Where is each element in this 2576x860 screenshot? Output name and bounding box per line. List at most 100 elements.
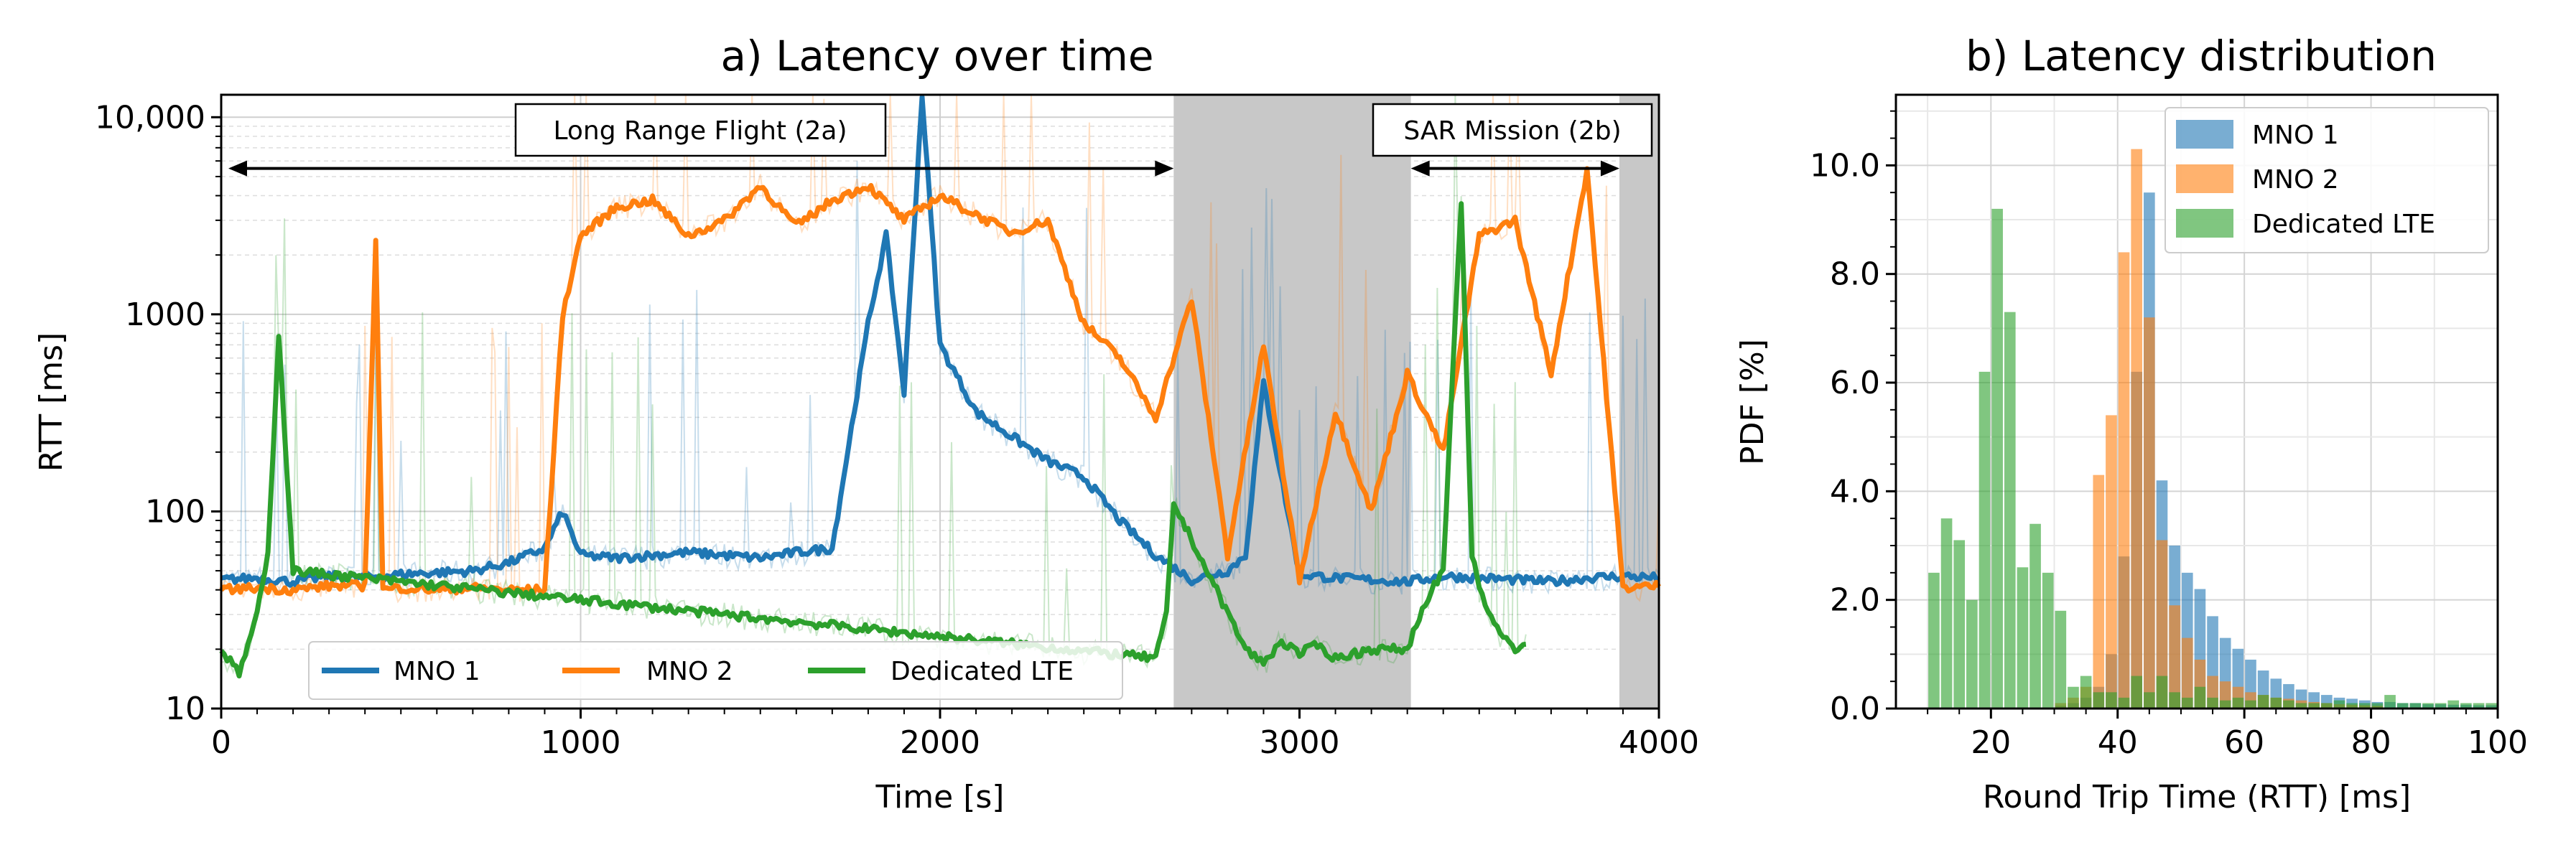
histogram-bar — [1928, 572, 1940, 709]
y-tick-label: 0.0 — [1830, 691, 1880, 727]
histogram-bar — [2270, 697, 2282, 709]
histogram-bar — [2460, 703, 2472, 709]
panel-b-legend: MNO 1 MNO 2 Dedicated LTE — [2165, 107, 2489, 253]
series-line-mno-1 — [220, 94, 1660, 588]
histogram-bar — [2093, 475, 2105, 709]
histogram-bar — [2156, 540, 2168, 709]
histogram-bar — [2080, 676, 2092, 709]
long-range-arrow-head-left — [228, 160, 248, 177]
histogram-bar — [2106, 415, 2117, 709]
histogram-bar — [2055, 610, 2067, 709]
histogram-bar — [2144, 692, 2155, 709]
histogram-bar — [2346, 703, 2358, 709]
long-range-label: Long Range Flight (2a) — [553, 116, 847, 146]
histogram-bar — [2473, 703, 2485, 709]
histogram-bar — [2042, 572, 2054, 709]
x-tick-label: 60 — [2224, 724, 2264, 761]
histogram-bar — [2144, 317, 2155, 709]
legend-a-mno2-label: MNO 2 — [646, 657, 733, 686]
histogram-bar — [2486, 703, 2497, 709]
histogram-bar — [2232, 697, 2244, 709]
histogram-bar — [1940, 518, 1953, 709]
histogram-bar — [2283, 700, 2294, 709]
panel-a-shaded-regions — [1173, 95, 1659, 709]
panel-a-ticks: 10 100 1000 10,000 0 1000 2000 3000 4000 — [95, 99, 1699, 761]
histogram-bar — [2321, 703, 2333, 709]
histogram-bar — [2295, 703, 2307, 709]
legend-b-lte-label: Dedicated LTE — [2252, 210, 2435, 239]
x-tick-label: 0 — [211, 724, 231, 761]
panel-a-annotations: Long Range Flight (2a) SAR Mission (2b) — [228, 103, 1653, 177]
sar-label-box — [1372, 103, 1653, 157]
histogram-bar — [1953, 540, 1966, 709]
panel-b-bars — [1928, 149, 2497, 709]
legend-b-mno1-swatch — [2176, 120, 2233, 149]
histogram-bar — [2358, 703, 2371, 709]
histogram-bar — [2207, 697, 2218, 709]
x-tick-label: 2000 — [900, 724, 980, 761]
panel-a-title: a) Latency over time — [720, 32, 1153, 80]
x-tick-label: 20 — [1971, 724, 2011, 761]
panel-a-series — [219, 94, 1661, 679]
y-tick-label: 10,000 — [95, 99, 205, 136]
histogram-bar — [2409, 703, 2422, 709]
x-tick-label: 1000 — [541, 724, 621, 761]
histogram-bar — [1966, 599, 1978, 709]
y-tick-label: 1000 — [125, 296, 205, 333]
y-tick-label: 8.0 — [1830, 256, 1880, 293]
histogram-bar — [2447, 700, 2460, 709]
x-tick-label: 80 — [2351, 724, 2391, 761]
histogram-bar — [2169, 692, 2180, 709]
legend-b-mno1-label: MNO 1 — [2252, 121, 2339, 150]
legend-b-lte-swatch — [2176, 209, 2233, 238]
annotation-sar-mission: SAR Mission (2b) — [1372, 103, 1653, 177]
legend-a-mno1-label: MNO 1 — [394, 657, 480, 686]
histogram-bar — [2093, 692, 2105, 709]
long-range-label-box — [514, 103, 887, 157]
histogram-bar — [2156, 676, 2168, 709]
y-tick-label: 6.0 — [1830, 365, 1880, 401]
histogram-bar — [2219, 700, 2231, 709]
histogram-bar — [2004, 312, 2016, 709]
histogram-bar — [1979, 371, 1991, 709]
panel-b-title: b) Latency distribution — [1966, 32, 2437, 80]
histogram-bar — [2245, 700, 2256, 709]
histogram-bar — [2333, 700, 2345, 709]
panel-b-y-label: PDF [%] — [1734, 339, 1771, 465]
y-tick-label: 10 — [165, 691, 205, 727]
y-tick-label: 2.0 — [1830, 582, 1880, 619]
histogram-bar — [2131, 149, 2143, 709]
x-tick-label: 3000 — [1260, 724, 1340, 761]
panel-a-y-label: RTT [ms] — [33, 332, 70, 472]
histogram-bar — [2106, 692, 2117, 709]
panel-b-ticks: 20 40 60 80 100 0.0 2.0 4.0 6.0 8.0 10.0 — [1810, 110, 2528, 761]
histogram-bar — [2118, 697, 2130, 709]
annotation-long-range-flight: Long Range Flight (2a) — [228, 103, 1174, 177]
bars-dedicated-lte — [1928, 208, 2497, 709]
series-line-dedicated-lte — [219, 201, 1527, 679]
histogram-bar — [2371, 703, 2384, 709]
histogram-bar — [2422, 703, 2434, 709]
histogram-bar — [2194, 686, 2206, 709]
x-tick-label: 100 — [2468, 724, 2528, 761]
y-tick-label: 100 — [145, 493, 205, 530]
latency-distribution-panel: b) Latency distribution 20 40 60 80 100 0.0 2.… — [1734, 32, 2528, 815]
panel-a-legend: MNO 1 MNO 2 Dedicated LTE — [308, 641, 1123, 700]
long-range-arrow-head-right — [1155, 160, 1174, 177]
sar-label: SAR Mission (2b) — [1403, 116, 1621, 146]
shaded-region — [1173, 95, 1411, 709]
histogram-bar — [2181, 697, 2193, 709]
panel-b-legend-box — [2165, 107, 2489, 253]
histogram-bar — [2181, 637, 2193, 709]
histogram-bar — [2384, 695, 2396, 709]
sar-arrow-head-left — [1410, 160, 1430, 177]
histogram-bar — [2396, 703, 2409, 709]
histogram-bar — [2308, 703, 2320, 709]
histogram-bar — [2017, 567, 2029, 709]
legend-b-mno2-label: MNO 2 — [2252, 165, 2339, 195]
legend-b-mno2-swatch — [2176, 164, 2233, 193]
panel-a-legend-box — [308, 641, 1123, 700]
shaded-region — [1619, 95, 1659, 709]
y-tick-label: 4.0 — [1830, 473, 1880, 510]
